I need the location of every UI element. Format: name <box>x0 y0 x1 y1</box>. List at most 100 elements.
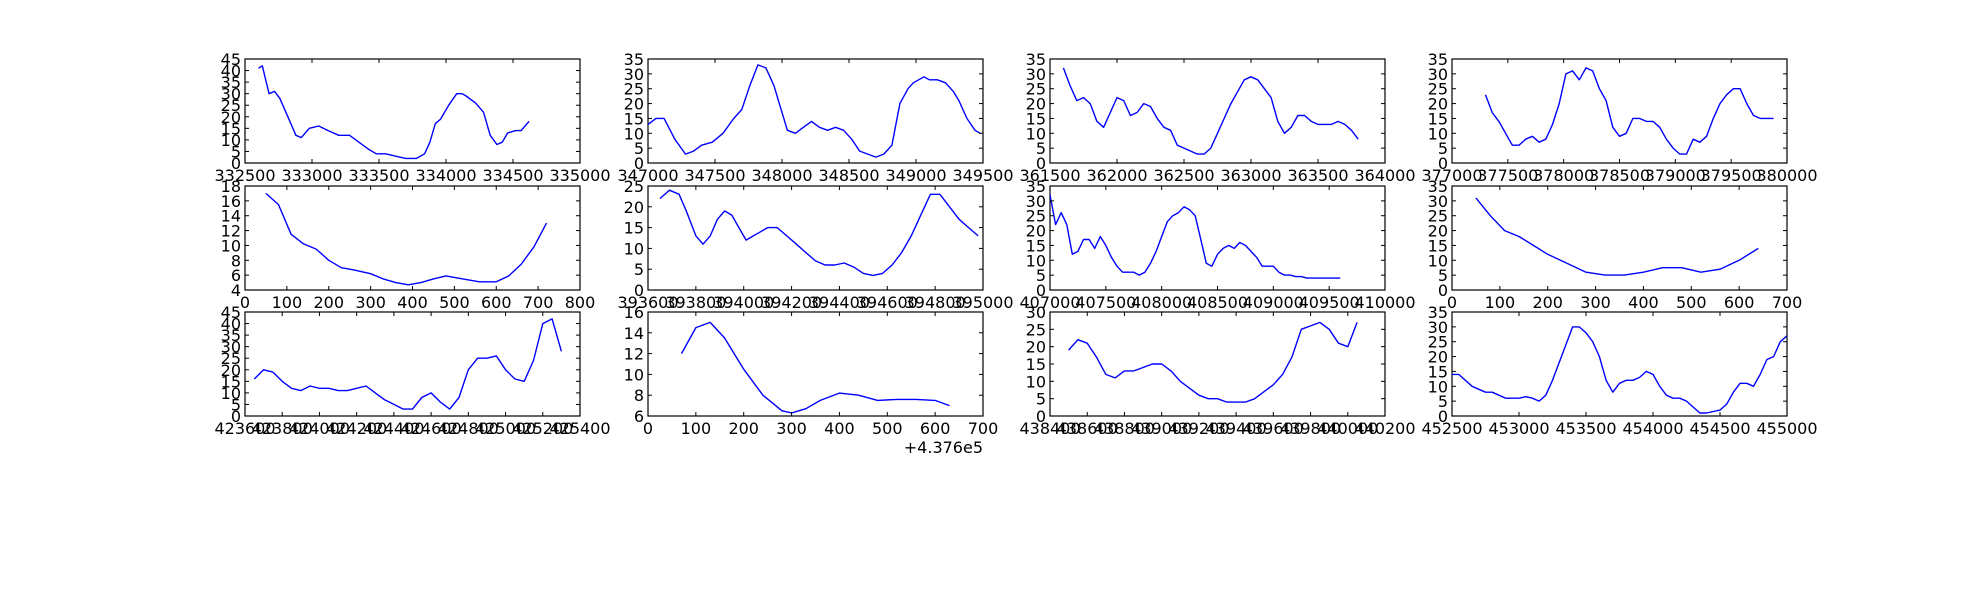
y-tick-label: 10 <box>1026 372 1046 391</box>
plot-frame <box>647 185 984 291</box>
y-tick-label: 30 <box>221 85 241 104</box>
subplot-2: 347000 347500 348000 348500 349000 349500 0510… <box>617 50 1013 185</box>
x-tick-label: 333500 <box>348 166 409 185</box>
x-tick-label: 395000 <box>952 293 1013 312</box>
subplot-3: 361500 362000 362500 363000 363500 364000 0510… <box>1019 50 1415 185</box>
x-tick-label: 0 <box>643 419 653 438</box>
x-tick-label: 439800 <box>1280 419 1341 438</box>
y-tick-label: 20 <box>1428 95 1448 114</box>
series-line <box>265 192 548 286</box>
x-tick-label: 425000 <box>475 419 536 438</box>
y-tick-label: 16 <box>221 192 241 211</box>
x-tick-label: 200 <box>728 419 759 438</box>
y-tick-label: 12 <box>221 222 241 241</box>
y-tick-label: 25 <box>1026 320 1046 339</box>
x-tick-label: 364000 <box>1354 166 1415 185</box>
y-tick-label: 35 <box>221 326 241 345</box>
x-tick-label: 394400 <box>809 293 870 312</box>
x-tick-label: 423600 <box>214 419 275 438</box>
plot-frame <box>1049 58 1386 164</box>
y-tick-label: 0 <box>231 407 241 426</box>
y-tick-label: 20 <box>1026 338 1046 357</box>
x-tick-label: 378000 <box>1533 166 1594 185</box>
y-tick-label: 25 <box>1026 207 1046 226</box>
y-tick-label: 15 <box>1428 236 1448 255</box>
y-tick-label: 10 <box>1428 124 1448 143</box>
x-tick-label: 500 <box>1676 293 1707 312</box>
y-tick-label: 25 <box>1026 80 1046 99</box>
y-tick-label: 0 <box>1036 281 1046 300</box>
x-tick-label: 379000 <box>1645 166 1706 185</box>
y-tick-label: 35 <box>1026 50 1046 69</box>
x-tick-label: 300 <box>355 293 386 312</box>
x-tick-label: 393600 <box>617 293 678 312</box>
plot-frame <box>244 58 581 164</box>
x-tick-label: 348000 <box>751 166 812 185</box>
x-tick-label: 409500 <box>1299 293 1360 312</box>
x-tick-label: 394600 <box>857 293 918 312</box>
y-tick-label: 35 <box>221 73 241 92</box>
x-tick-label: 400 <box>824 419 855 438</box>
x-tick-label: 347500 <box>684 166 745 185</box>
y-tick-label: 14 <box>221 207 241 226</box>
y-tick-label: 25 <box>624 80 644 99</box>
x-tick-label: 700 <box>1772 293 1803 312</box>
y-tick-label: 5 <box>1438 266 1448 285</box>
x-tick-label: 439400 <box>1206 419 1267 438</box>
y-tick-label: 5 <box>634 139 644 158</box>
y-tick-label: 20 <box>221 108 241 127</box>
y-tick-label: 0 <box>231 154 241 173</box>
subplot-1: 332500 333000 333500 334000 334500 335000 0510… <box>214 50 610 185</box>
x-tick-label: 408500 <box>1187 293 1248 312</box>
x-tick-label: 438800 <box>1094 419 1155 438</box>
x-tick-label: 454500 <box>1689 419 1750 438</box>
x-tick-label: 439600 <box>1243 419 1304 438</box>
y-tick-label: 30 <box>1428 192 1448 211</box>
y-tick-label: 8 <box>231 251 241 270</box>
y-tick-label: 5 <box>231 395 241 414</box>
y-tick-label: 0 <box>634 154 644 173</box>
x-tick-label: 438400 <box>1019 419 1080 438</box>
x-tick-label: 425400 <box>549 419 610 438</box>
y-tick-label: 16 <box>624 303 644 322</box>
x-tick-label: 361500 <box>1019 166 1080 185</box>
x-tick-label: 394200 <box>761 293 822 312</box>
x-tick-label: 454000 <box>1622 419 1683 438</box>
x-tick-label: 453500 <box>1555 419 1616 438</box>
y-tick-label: 30 <box>1026 303 1046 322</box>
y-tick-label: 45 <box>221 303 241 322</box>
y-tick-label: 15 <box>1026 109 1046 128</box>
y-tick-label: 35 <box>624 50 644 69</box>
y-tick-label: 10 <box>1428 251 1448 270</box>
x-tick-label: 348500 <box>818 166 879 185</box>
y-tick-label: 30 <box>221 338 241 357</box>
plot-frame <box>1451 311 1788 417</box>
x-tick-label: 438600 <box>1057 419 1118 438</box>
x-tick-label: 423800 <box>252 419 313 438</box>
x-tick-label: 100 <box>681 419 712 438</box>
x-tick-label: 200 <box>1532 293 1563 312</box>
x-tick-label: 362000 <box>1086 166 1147 185</box>
y-tick-label: 20 <box>1026 95 1046 114</box>
series-line <box>1068 321 1358 403</box>
y-tick-label: 20 <box>624 95 644 114</box>
y-tick-label: 5 <box>1438 392 1448 411</box>
series-line <box>1062 67 1359 155</box>
x-tick-label: 100 <box>272 293 303 312</box>
y-tick-label: 5 <box>1438 139 1448 158</box>
x-tick-label: 400 <box>1628 293 1659 312</box>
y-tick-label: 25 <box>1428 80 1448 99</box>
x-tick-label: 407000 <box>1019 293 1080 312</box>
y-tick-label: 5 <box>1036 390 1046 409</box>
subplot-6: 3936003938003940003942003944003946003948… <box>617 177 1013 312</box>
x-tick-label: 424000 <box>289 419 350 438</box>
y-tick-label: 20 <box>1428 222 1448 241</box>
x-tick-label: 300 <box>1580 293 1611 312</box>
y-tick-label: 15 <box>624 219 644 238</box>
x-tick-label: 424600 <box>401 419 462 438</box>
y-tick-label: 10 <box>221 131 241 150</box>
